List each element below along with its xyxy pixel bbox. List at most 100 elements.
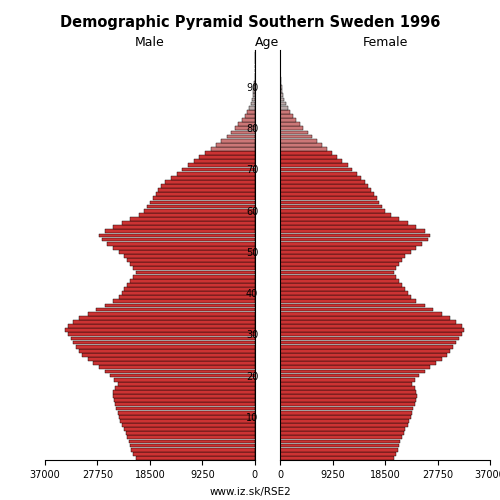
Bar bbox=[254, 90, 255, 93]
Bar bbox=[280, 102, 286, 105]
Bar bbox=[280, 81, 281, 85]
Bar bbox=[280, 362, 436, 365]
Bar bbox=[133, 266, 255, 270]
Bar bbox=[280, 200, 380, 204]
Bar bbox=[235, 126, 255, 130]
Bar bbox=[188, 164, 255, 168]
Bar bbox=[280, 274, 396, 278]
Bar bbox=[113, 390, 255, 394]
Bar bbox=[280, 328, 464, 332]
Bar bbox=[102, 238, 255, 242]
Bar bbox=[130, 217, 255, 221]
Bar bbox=[280, 304, 425, 308]
Bar bbox=[131, 448, 255, 452]
Bar bbox=[124, 287, 255, 291]
Bar bbox=[280, 427, 406, 431]
Bar bbox=[115, 386, 255, 390]
Bar bbox=[104, 370, 255, 374]
Bar bbox=[147, 204, 255, 208]
Bar bbox=[222, 139, 255, 142]
Bar bbox=[162, 184, 255, 188]
Bar bbox=[280, 226, 416, 229]
Bar bbox=[280, 410, 411, 414]
Bar bbox=[113, 246, 255, 250]
Bar bbox=[99, 366, 255, 369]
Bar bbox=[280, 394, 417, 398]
Bar bbox=[70, 336, 255, 340]
Bar bbox=[114, 378, 255, 382]
Bar bbox=[280, 402, 414, 406]
Bar bbox=[280, 213, 390, 216]
Bar bbox=[280, 398, 415, 402]
Bar bbox=[74, 320, 255, 324]
Bar bbox=[99, 234, 255, 237]
Bar bbox=[280, 357, 442, 361]
Bar bbox=[280, 415, 410, 418]
Bar bbox=[113, 300, 255, 304]
Bar bbox=[280, 452, 396, 456]
Bar bbox=[280, 386, 414, 390]
Bar bbox=[242, 118, 255, 122]
Bar bbox=[200, 155, 255, 159]
Bar bbox=[280, 258, 402, 262]
Bar bbox=[115, 402, 255, 406]
Bar bbox=[130, 262, 255, 266]
Bar bbox=[108, 242, 255, 246]
Bar bbox=[238, 122, 255, 126]
Bar bbox=[280, 160, 342, 163]
Bar bbox=[280, 374, 419, 378]
Bar bbox=[280, 147, 327, 151]
Bar bbox=[280, 266, 396, 270]
Bar bbox=[280, 196, 376, 200]
Bar bbox=[110, 374, 255, 378]
Bar bbox=[280, 122, 299, 126]
Bar bbox=[76, 345, 255, 348]
Bar bbox=[280, 230, 425, 233]
Bar bbox=[280, 209, 385, 212]
Bar bbox=[280, 114, 292, 118]
Title: Female: Female bbox=[362, 36, 408, 49]
Bar bbox=[124, 254, 255, 258]
Text: Demographic Pyramid Southern Sweden 1996: Demographic Pyramid Southern Sweden 1996 bbox=[60, 15, 440, 30]
Bar bbox=[254, 85, 255, 89]
Bar bbox=[244, 114, 255, 118]
Bar bbox=[280, 440, 400, 444]
Bar bbox=[280, 448, 398, 452]
Bar bbox=[118, 410, 255, 414]
Bar bbox=[79, 349, 255, 352]
Bar bbox=[280, 345, 453, 348]
Bar bbox=[113, 226, 255, 229]
Bar bbox=[254, 81, 255, 85]
Bar bbox=[280, 155, 338, 159]
Bar bbox=[252, 98, 255, 102]
Bar bbox=[280, 184, 368, 188]
Bar bbox=[280, 217, 399, 221]
Bar bbox=[112, 394, 255, 398]
Bar bbox=[280, 390, 416, 394]
Bar bbox=[280, 423, 407, 427]
Bar bbox=[182, 168, 255, 172]
Bar bbox=[280, 180, 365, 184]
Bar bbox=[280, 312, 442, 316]
Bar bbox=[280, 283, 402, 287]
Bar bbox=[128, 258, 255, 262]
Bar bbox=[280, 110, 290, 114]
Bar bbox=[119, 296, 255, 299]
Bar bbox=[280, 254, 405, 258]
Bar bbox=[93, 362, 255, 365]
Bar bbox=[129, 440, 255, 444]
Bar bbox=[280, 370, 425, 374]
Bar bbox=[226, 134, 255, 138]
Bar bbox=[280, 340, 456, 344]
Bar bbox=[280, 419, 409, 422]
Bar bbox=[280, 188, 371, 192]
Bar bbox=[280, 238, 428, 242]
Bar bbox=[128, 283, 255, 287]
Bar bbox=[280, 90, 282, 93]
Bar bbox=[133, 274, 255, 278]
Bar bbox=[280, 300, 416, 304]
Bar bbox=[104, 304, 255, 308]
Bar bbox=[96, 308, 255, 312]
Bar bbox=[280, 221, 407, 225]
Bar bbox=[116, 406, 255, 410]
